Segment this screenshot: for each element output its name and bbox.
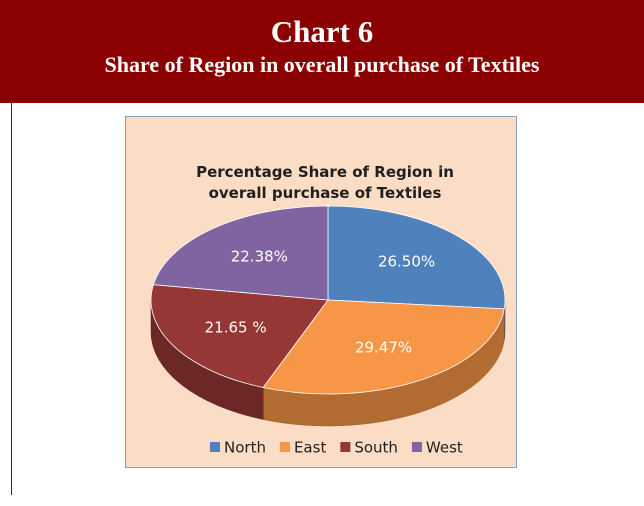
header-subtitle: Share of Region in overall purchase of T…	[104, 52, 540, 77]
header: Chart 6 Share of Region in overall purch…	[0, 0, 644, 103]
slice	[152, 205, 329, 301]
header-title: Chart 6	[270, 14, 374, 49]
slice	[262, 299, 505, 395]
legend-label: South	[354, 439, 398, 457]
legend-label: West	[426, 439, 463, 457]
legend-swatch	[279, 442, 290, 452]
legend-swatch	[340, 442, 351, 452]
chart-title: Percentage Share of Region in overall pu…	[196, 163, 454, 202]
border-rule	[11, 103, 12, 495]
legend-swatch	[411, 442, 422, 452]
data-label: 22.38%	[231, 247, 288, 265]
slice	[327, 205, 506, 310]
data-label: 26.50%	[378, 253, 435, 271]
legend-swatch	[210, 442, 220, 452]
legend-label: East	[294, 439, 326, 457]
data-label: 21.65 %	[205, 318, 267, 336]
legend-label: North	[224, 439, 266, 457]
slice	[150, 284, 329, 388]
data-label: 29.47%	[355, 339, 412, 357]
